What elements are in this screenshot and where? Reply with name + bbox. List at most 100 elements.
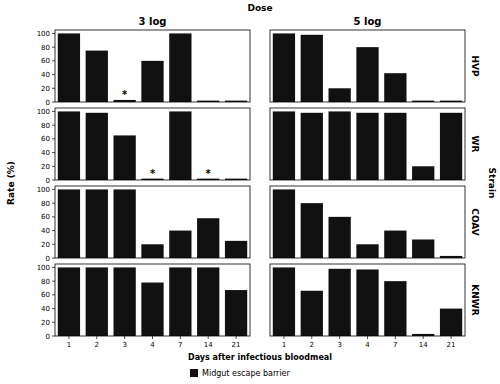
- row-label: HVP: [470, 55, 480, 76]
- x-tick: [96, 336, 97, 339]
- bar: [273, 33, 295, 102]
- y-tick-label: 100: [37, 264, 50, 272]
- y-tick-label: 100: [37, 30, 50, 38]
- x-tick: [339, 336, 340, 339]
- y-tick: [52, 322, 55, 323]
- y-tick-label: 0: [46, 99, 50, 107]
- panel-frame: [270, 108, 465, 180]
- x-tick-label: 1: [282, 341, 286, 349]
- x-tick-label: 4: [365, 341, 370, 349]
- y-tick-label: 60: [41, 213, 50, 221]
- bar: [356, 113, 378, 180]
- x-tick: [208, 336, 209, 339]
- y-tick: [52, 47, 55, 48]
- y-tick-label: 0: [46, 255, 50, 263]
- bar: [356, 244, 378, 258]
- y-tick: [52, 180, 55, 181]
- row-label: KNWR: [470, 284, 480, 315]
- bar: [86, 113, 108, 180]
- y-tick-label: 80: [41, 200, 50, 208]
- y-tick: [52, 60, 55, 61]
- y-tick-label: 60: [41, 135, 50, 143]
- panel: 123471421: [270, 264, 465, 349]
- bar: [114, 189, 136, 258]
- legend-swatch: [190, 369, 198, 377]
- x-tick: [395, 336, 396, 339]
- bar: [273, 111, 295, 180]
- bars: [273, 267, 462, 336]
- x-tick: [283, 336, 284, 339]
- bar: [384, 113, 406, 180]
- x-axis-label: Days after infectious bloodmeal: [188, 353, 332, 362]
- x-tick: [152, 336, 153, 339]
- bar: [384, 281, 406, 336]
- y-tick-label: 100: [37, 108, 50, 116]
- figure: Dose3 log5 logHVPWRCOAVKNWRStrainRate (%…: [0, 0, 500, 384]
- x-tick-label: 14: [204, 341, 213, 349]
- panel-frame: [270, 186, 465, 258]
- x-tick: [180, 336, 181, 339]
- bar: [197, 267, 219, 336]
- bar: [440, 113, 462, 180]
- x-tick-label: 7: [393, 341, 397, 349]
- bars: [58, 189, 247, 258]
- bar: [86, 189, 108, 258]
- bars: [58, 267, 247, 336]
- y-tick: [52, 74, 55, 75]
- y-tick: [52, 216, 55, 217]
- y-tick: [52, 152, 55, 153]
- column-label: 3 log: [139, 16, 167, 27]
- panel-frame: [55, 186, 250, 258]
- y-tick-label: 80: [41, 122, 50, 130]
- panel: 020406080100**: [37, 108, 250, 185]
- bar: [169, 33, 191, 102]
- y-tick: [52, 281, 55, 282]
- x-tick-label: 3: [337, 341, 341, 349]
- y-tick-label: 80: [41, 44, 50, 52]
- y-tick-label: 0: [46, 333, 50, 341]
- bar: [301, 203, 323, 258]
- y-tick: [52, 125, 55, 126]
- bar: [440, 309, 462, 336]
- x-tick-label: 4: [150, 341, 155, 349]
- y-tick: [52, 88, 55, 89]
- bar: [273, 189, 295, 258]
- bars: [273, 189, 462, 258]
- bar: [301, 35, 323, 102]
- x-tick-label: 21: [232, 341, 241, 349]
- y-tick: [52, 189, 55, 190]
- bar: [384, 73, 406, 102]
- y-tick: [52, 244, 55, 245]
- bar: [169, 267, 191, 336]
- y-tick-label: 40: [41, 149, 50, 157]
- panel: 020406080100: [37, 186, 250, 263]
- bar: [329, 111, 351, 180]
- x-tick: [367, 336, 368, 339]
- y-tick-label: 20: [41, 241, 50, 249]
- bar: [301, 113, 323, 180]
- x-tick-label: 21: [447, 341, 456, 349]
- bars: [273, 111, 462, 180]
- y-tick-label: 60: [41, 291, 50, 299]
- bar: [114, 267, 136, 336]
- bar: [384, 231, 406, 258]
- panel: [270, 186, 465, 258]
- y-tick-label: 20: [41, 85, 50, 93]
- panel-frame: [270, 30, 465, 102]
- column-label: 5 log: [354, 16, 382, 27]
- bar: [329, 217, 351, 258]
- x-tick: [124, 336, 125, 339]
- bar: [329, 88, 351, 102]
- x-tick: [236, 336, 237, 339]
- y-tick: [52, 267, 55, 268]
- y-tick-label: 40: [41, 71, 50, 79]
- bar: [86, 51, 108, 102]
- y-tick: [52, 203, 55, 204]
- bar: [141, 244, 163, 258]
- bar: [169, 111, 191, 180]
- bar: [197, 218, 219, 258]
- y-tick-label: 20: [41, 319, 50, 327]
- bar: [225, 290, 247, 336]
- bar: [329, 269, 351, 336]
- bars: [58, 111, 247, 180]
